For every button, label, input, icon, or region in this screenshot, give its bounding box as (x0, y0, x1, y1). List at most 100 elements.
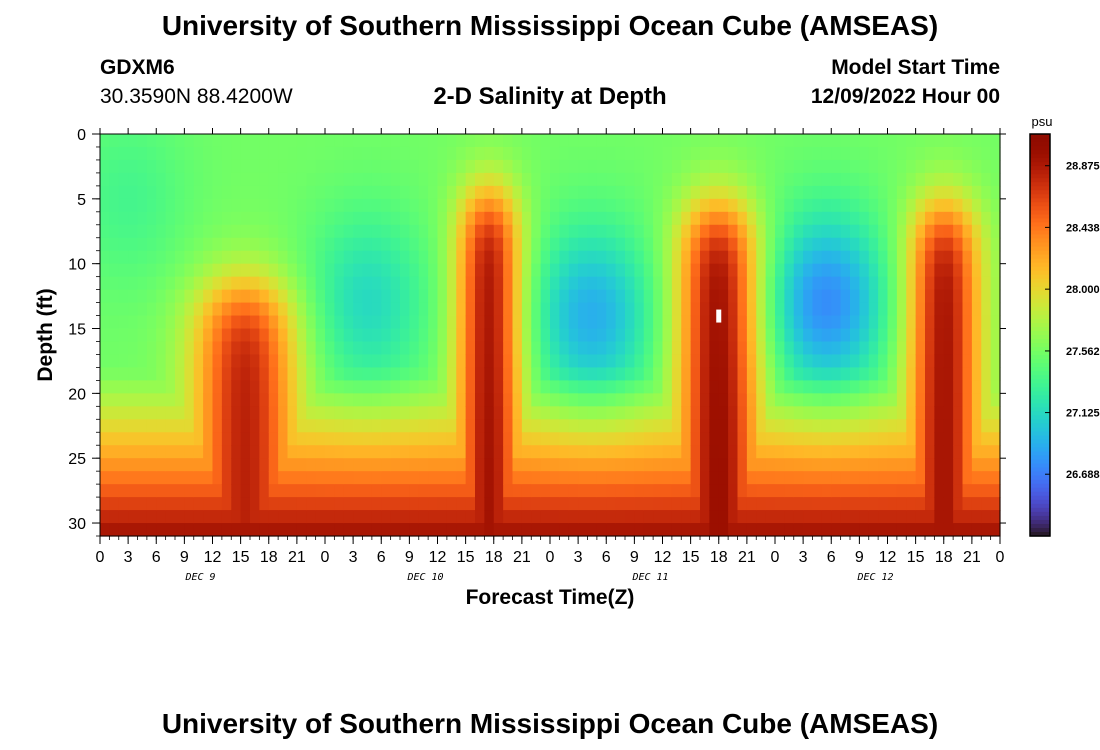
heatmap-cell (118, 341, 129, 356)
station-id: GDXM6 (100, 56, 175, 79)
heatmap-cell (475, 211, 485, 226)
heatmap-cell (831, 432, 842, 446)
heatmap-cell (868, 445, 879, 459)
heatmap-cell (512, 289, 523, 304)
heatmap-cell (681, 341, 692, 356)
heatmap-cell (315, 432, 326, 446)
heatmap-cell (793, 302, 804, 317)
heatmap-cell (840, 419, 851, 433)
heatmap-cell (456, 276, 467, 291)
heatmap-cell (962, 510, 973, 524)
heatmap-cell (878, 406, 889, 420)
heatmap-cell (990, 237, 1001, 252)
heatmap-cell (521, 341, 532, 356)
heatmap-cell (343, 185, 354, 200)
heatmap-cell (446, 510, 457, 524)
heatmap-cell (821, 367, 832, 381)
heatmap-cell (268, 289, 279, 304)
heatmap-cell (775, 471, 785, 485)
heatmap-cell (831, 354, 842, 369)
heatmap-cell (446, 276, 457, 291)
heatmap-cell (315, 237, 326, 252)
heatmap-cell (306, 367, 317, 381)
heatmap-cell (709, 510, 720, 524)
heatmap-cell (859, 354, 870, 369)
heatmap-cell (353, 250, 364, 265)
heatmap-cell (353, 510, 364, 524)
heatmap-cell (240, 134, 251, 148)
heatmap-cell (165, 250, 176, 265)
heatmap-cell (840, 237, 851, 252)
heatmap-cell (709, 393, 720, 407)
heatmap-cell (643, 432, 654, 446)
heatmap-cell (325, 198, 335, 213)
heatmap-cell (568, 302, 579, 317)
heatmap-cell (156, 276, 167, 291)
heatmap-cell (700, 445, 710, 459)
heatmap-cell (587, 237, 598, 252)
heatmap-cell (175, 134, 185, 148)
heatmap-cell (212, 211, 223, 226)
heatmap-cell (559, 484, 570, 498)
heatmap-cell (156, 250, 167, 265)
heatmap-cell (606, 198, 617, 213)
heatmap-cell (221, 198, 232, 213)
heatmap-cell (465, 497, 476, 511)
heatmap-cell (306, 341, 317, 356)
heatmap-cell (493, 445, 504, 459)
heatmap-cell (550, 471, 560, 485)
heatmap-cell (587, 146, 598, 161)
heatmap-cell (690, 134, 701, 148)
heatmap-cell (840, 198, 851, 213)
heatmap-cell (109, 523, 120, 537)
heatmap-cell (793, 406, 804, 420)
heatmap-cell (100, 198, 110, 213)
heatmap-cell (231, 341, 242, 356)
heatmap-cell (550, 393, 560, 407)
heatmap-cell (568, 289, 579, 304)
heatmap-cell (578, 432, 589, 446)
heatmap-cell (193, 432, 204, 446)
heatmap-cell (212, 432, 223, 446)
heatmap-cell (700, 432, 710, 446)
heatmap-cell (118, 406, 129, 420)
heatmap-cell (428, 380, 439, 394)
heatmap-cell (371, 185, 382, 200)
heatmap-cell (896, 289, 907, 304)
heatmap-cell (746, 172, 757, 187)
heatmap-cell (681, 445, 692, 459)
heatmap-cell (559, 393, 570, 407)
heatmap-cell (259, 341, 270, 356)
heatmap-cell (887, 211, 898, 226)
heatmap-cell (512, 276, 523, 291)
heatmap-cell (962, 134, 973, 148)
heatmap-cell (784, 263, 795, 278)
heatmap-cell (859, 445, 870, 459)
heatmap-cell (428, 250, 439, 265)
heatmap-cell (184, 172, 195, 187)
heatmap-cell (343, 445, 354, 459)
heatmap-cell (287, 211, 298, 226)
heatmap-cell (100, 380, 110, 394)
heatmap-cell (765, 406, 776, 420)
heatmap-cell (325, 263, 335, 278)
heatmap-cell (446, 497, 457, 511)
heatmap-cell (690, 380, 701, 394)
heatmap-cell (381, 172, 392, 187)
heatmap-cell (287, 198, 298, 213)
heatmap-cell (821, 328, 832, 343)
heatmap-cell (765, 211, 776, 226)
heatmap-cell (784, 315, 795, 330)
heatmap-cell (418, 432, 429, 446)
heatmap-cell (578, 198, 589, 213)
heatmap-cell (587, 380, 598, 394)
heatmap-cell (934, 315, 945, 330)
heatmap-cell (971, 159, 982, 174)
heatmap-cell (850, 419, 860, 433)
heatmap-cell (371, 497, 382, 511)
heatmap-cell (353, 445, 364, 459)
heatmap-cell (662, 289, 673, 304)
heatmap-cell (578, 354, 589, 369)
heatmap-cell (559, 445, 570, 459)
heatmap-cell (278, 315, 289, 330)
